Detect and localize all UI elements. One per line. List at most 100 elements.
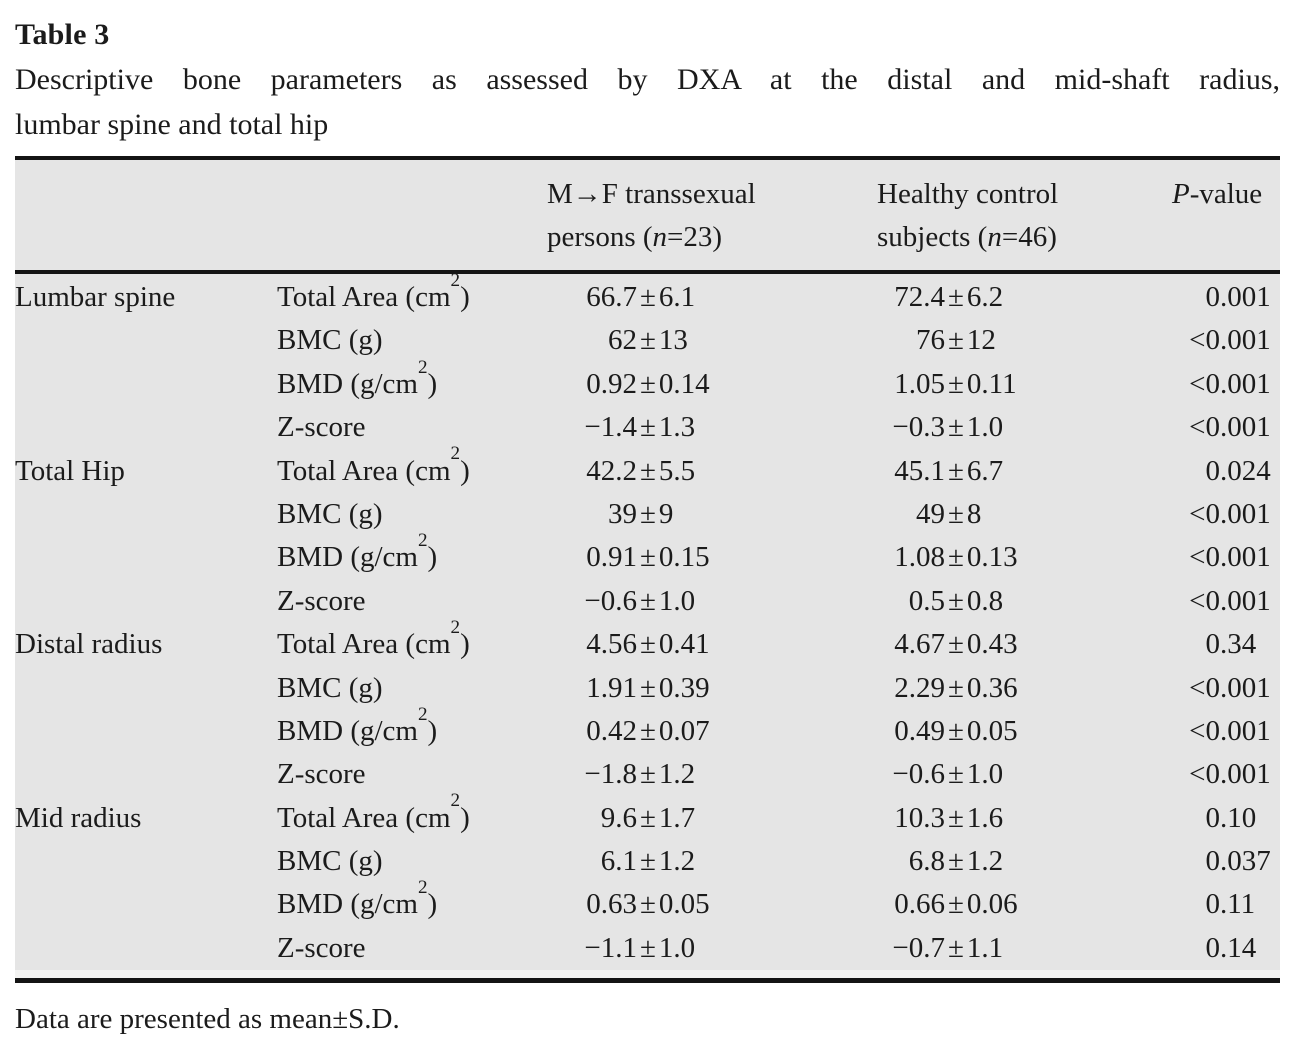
mtf-value-sd: 9 bbox=[658, 497, 674, 530]
plus-minus-sign: ± bbox=[640, 367, 656, 400]
mtf-value-mean: 62 bbox=[608, 324, 637, 357]
plus-minus-sign: ± bbox=[640, 845, 656, 878]
mtf-value-sd: 0.39 bbox=[658, 671, 710, 704]
p-value-decimal: .001 bbox=[1220, 324, 1271, 357]
table-row: BMC (g) 62 ±13 76 ±12 <0.001 bbox=[15, 319, 1280, 362]
header-region-spacer bbox=[15, 216, 277, 259]
table-row: BMC (g) 1.91 ±0.39 2.29 ±0.36 <0.001 bbox=[15, 667, 1280, 710]
mtf-value-sd: 0.14 bbox=[658, 367, 710, 400]
mtf-value-mean: 39 bbox=[608, 497, 637, 530]
control-value-sd: 6.7 bbox=[966, 454, 1004, 487]
mtf-value-sd: 1.0 bbox=[658, 584, 696, 617]
control-value-sd: 0.05 bbox=[966, 714, 1018, 747]
mtf-value-mean: 0.63 bbox=[586, 888, 637, 921]
mtf-value: 1.91 ±0.39 bbox=[547, 667, 877, 710]
region-label bbox=[15, 319, 277, 362]
parameter-label: Z-score bbox=[277, 584, 366, 617]
mtf-value-sd: 1.0 bbox=[658, 931, 696, 964]
control-value-sd: 12 bbox=[966, 324, 996, 357]
plus-minus-sign: ± bbox=[948, 931, 964, 964]
header-mtf-line2: persons (n =23) bbox=[547, 221, 723, 253]
parameter-label: BMD (g/cm2) bbox=[277, 356, 438, 400]
plus-minus-sign: ± bbox=[948, 584, 964, 617]
control-value: 2.29 ±0.36 bbox=[877, 667, 1172, 710]
header-parameter-spacer bbox=[277, 216, 547, 259]
header-control-line1: Healthy control bbox=[877, 178, 1059, 210]
parameter-label: BMD (g/cm2) bbox=[277, 530, 438, 574]
mtf-value-sd: 1.3 bbox=[658, 411, 696, 444]
control-value-sd: 1.0 bbox=[966, 411, 1004, 444]
p-value-integer: 0 bbox=[1205, 931, 1221, 964]
region-label bbox=[15, 536, 277, 579]
p-value-integer: <0 bbox=[1189, 584, 1220, 617]
table-row: BMC (g) 39 ±9 49 ±8 <0.001 bbox=[15, 493, 1280, 536]
parameter-label: Z-score bbox=[277, 758, 366, 791]
table-row: BMD (g/cm2) 0.63 ±0.05 0.66 ±0.06 0.11 bbox=[15, 878, 1280, 926]
region-label bbox=[15, 753, 277, 796]
table-row: Z-score −1.1 ±1.0 −0.7 ±1.1 0.14 bbox=[15, 927, 1280, 970]
p-value: 0.34 bbox=[1172, 623, 1280, 666]
p-value: <0.001 bbox=[1172, 493, 1280, 536]
header-pvalue: P -value bbox=[1172, 178, 1263, 210]
p-value-decimal: .14 bbox=[1220, 931, 1257, 964]
control-value-sd: 0.8 bbox=[966, 584, 1004, 617]
p-value-decimal: .10 bbox=[1220, 801, 1257, 834]
parameter-label: Total Area (cm2) bbox=[277, 269, 470, 313]
parameter-label: Total Area (cm2) bbox=[277, 790, 470, 834]
region-label: Mid radius bbox=[15, 801, 142, 834]
p-value-integer: 0 bbox=[1205, 845, 1221, 878]
control-value-mean: −0.6 bbox=[892, 758, 945, 791]
p-value-decimal: .001 bbox=[1220, 281, 1271, 313]
mtf-value-sd: 0.07 bbox=[658, 714, 710, 747]
control-value: 49 ±8 bbox=[877, 493, 1172, 536]
control-value: −0.6 ±1.0 bbox=[877, 753, 1172, 796]
control-value: 72.4 ±6.2 bbox=[877, 276, 1172, 319]
control-value-mean: 2.29 bbox=[894, 671, 945, 704]
p-value-integer: <0 bbox=[1189, 324, 1220, 357]
plus-minus-sign: ± bbox=[640, 801, 656, 834]
table-bottom-strip bbox=[15, 970, 1280, 979]
header-pvalue-spacer bbox=[1172, 216, 1280, 259]
footnote: Data are presented as mean±S.D. bbox=[15, 1003, 400, 1036]
p-value-integer: <0 bbox=[1189, 671, 1220, 704]
mtf-value-mean: 1.91 bbox=[586, 671, 637, 704]
plus-minus-sign: ± bbox=[640, 628, 656, 661]
plus-minus-sign: ± bbox=[948, 367, 964, 400]
region-label bbox=[15, 667, 277, 710]
mtf-value: 42.2 ±5.5 bbox=[547, 450, 877, 493]
control-value-sd: 0.11 bbox=[966, 367, 1017, 400]
caption-line-2: lumbar spine and total hip bbox=[15, 108, 329, 141]
p-value-decimal: .001 bbox=[1220, 541, 1271, 574]
control-value: −0.7 ±1.1 bbox=[877, 927, 1172, 970]
p-value: <0.001 bbox=[1172, 363, 1280, 406]
table-top-rule bbox=[15, 156, 1280, 160]
plus-minus-sign: ± bbox=[948, 324, 964, 357]
region-label bbox=[15, 883, 277, 926]
parameter-label: Total Area (cm2) bbox=[277, 443, 470, 487]
parameter-label: BMC (g) bbox=[277, 497, 383, 530]
control-value-sd: 0.43 bbox=[966, 628, 1018, 661]
mtf-value-sd: 13 bbox=[658, 324, 688, 357]
region-label bbox=[15, 493, 277, 536]
mtf-value: 0.42 ±0.07 bbox=[547, 710, 877, 753]
control-value: 6.8 ±1.2 bbox=[877, 840, 1172, 883]
table-row: BMC (g) 6.1 ±1.2 6.8 ±1.2 0.037 bbox=[15, 840, 1280, 883]
region-label: Lumbar spine bbox=[15, 281, 176, 313]
mtf-value: 0.91 ±0.15 bbox=[547, 536, 877, 579]
mtf-value: 0.92 ±0.14 bbox=[547, 363, 877, 406]
table-title: Table 3 bbox=[15, 18, 110, 51]
mtf-value-sd: 1.2 bbox=[658, 758, 696, 791]
plus-minus-sign: ± bbox=[640, 671, 656, 704]
control-value: 0.49 ±0.05 bbox=[877, 710, 1172, 753]
control-value-mean: 49 bbox=[916, 497, 945, 530]
parameter-label: Z-score bbox=[277, 931, 366, 964]
mtf-value-mean: −1.8 bbox=[584, 758, 637, 791]
p-value-decimal: .11 bbox=[1220, 888, 1256, 921]
control-value-sd: 0.36 bbox=[966, 671, 1018, 704]
table-row: Z-score −0.6 ±1.0 0.5 ±0.8 <0.001 bbox=[15, 580, 1280, 623]
table-row: Mid radius Total Area (cm2) 9.6 ±1.7 10.3 ±1.… bbox=[15, 790, 1280, 840]
table-row: Distal radius Total Area (cm2) 4.56 ±0.41 4.… bbox=[15, 618, 1280, 666]
header-region-spacer bbox=[15, 173, 277, 216]
header-row-line-1: M→F transsexual Healthy control P -value bbox=[15, 173, 1280, 216]
header-separator-rule bbox=[15, 270, 1280, 274]
